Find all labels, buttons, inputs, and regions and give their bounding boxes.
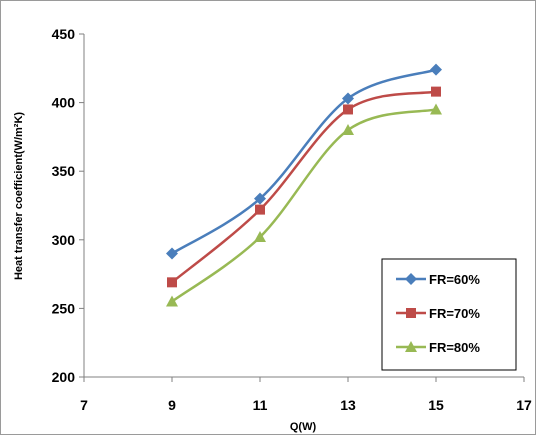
data-point [431,86,441,97]
legend-label: FR=80% [429,340,480,355]
y-tick-labels: 200 250 300 350 400 450 [52,26,84,385]
legend-marker [405,273,417,285]
legend-marker [405,341,417,352]
x-axis-label: Q(W) [290,421,317,433]
x-tick-label: 15 [428,397,444,413]
legend-label: FR=60% [429,272,480,287]
data-point [166,247,178,260]
legend: FR=60% FR=70% FR=80% [381,258,517,371]
x-tick-label: 7 [80,397,88,413]
x-tick-label: 17 [516,397,532,413]
data-point [167,277,177,288]
data-point [166,295,178,307]
data-point [430,63,442,76]
y-tick-label: 200 [52,369,76,385]
x-tick-label: 13 [340,397,356,413]
data-point [255,204,265,215]
x-tick-label: 9 [168,397,176,413]
data-point [343,104,353,115]
series-line [171,68,437,255]
y-tick-label: 350 [52,163,76,179]
series-line [171,90,437,284]
data-point [430,103,442,115]
axes [83,34,524,378]
data-point [254,231,266,243]
legend-label: FR=70% [429,306,480,321]
legend-marker [406,308,416,318]
x-tick-label: 11 [253,397,268,413]
data-point [342,92,354,105]
data-point [254,192,266,205]
legend-box [381,258,517,371]
y-tick-label: 300 [52,232,76,248]
y-tick-label: 450 [52,26,76,42]
series-line [171,108,437,303]
series-1 [166,63,442,260]
y-axis-label: Heat transfer coefficient(W/m²K) [13,112,25,280]
series-group [166,63,442,307]
y-tick-label: 250 [52,300,76,316]
data-point [342,124,354,136]
series-3 [166,103,442,307]
series-2 [167,86,441,288]
y-tick-label: 400 [52,95,76,111]
x-tick-labels: 7 9 11 13 15 17 [80,377,532,413]
